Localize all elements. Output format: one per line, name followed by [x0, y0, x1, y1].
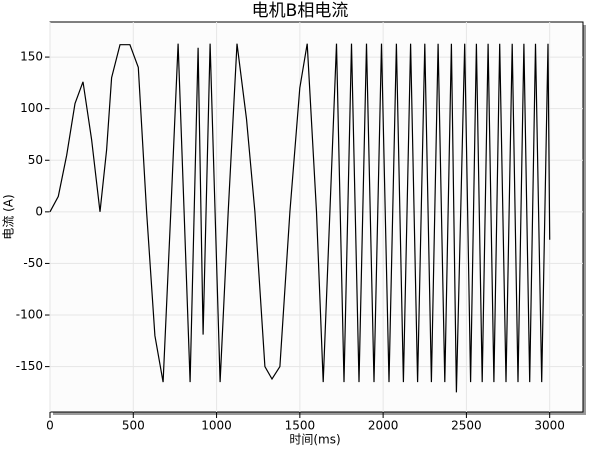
x-tick-label: 3000	[534, 419, 565, 433]
x-tick-label: 2500	[451, 419, 482, 433]
y-tick-label: 150	[20, 50, 43, 64]
y-tick-label: -50	[23, 256, 43, 270]
chart-title: 电机B相电流	[252, 1, 349, 21]
line-series	[49, 43, 551, 393]
x-tick-label: 1500	[285, 419, 316, 433]
y-tick-label: 0	[35, 204, 43, 218]
x-tick-label: 0	[46, 419, 54, 433]
x-tick-label: 2000	[368, 419, 399, 433]
x-tick-label: 500	[122, 419, 145, 433]
y-tick-label: -150	[16, 359, 43, 373]
y-tick-label: -100	[16, 308, 43, 322]
x-tick-label: 1000	[201, 419, 232, 433]
y-axis-label: 电流 (A)	[2, 194, 16, 239]
x-axis-label: 时间(ms)	[289, 433, 340, 447]
y-tick-label: 100	[20, 101, 43, 115]
y-tick-label: 50	[28, 153, 43, 167]
